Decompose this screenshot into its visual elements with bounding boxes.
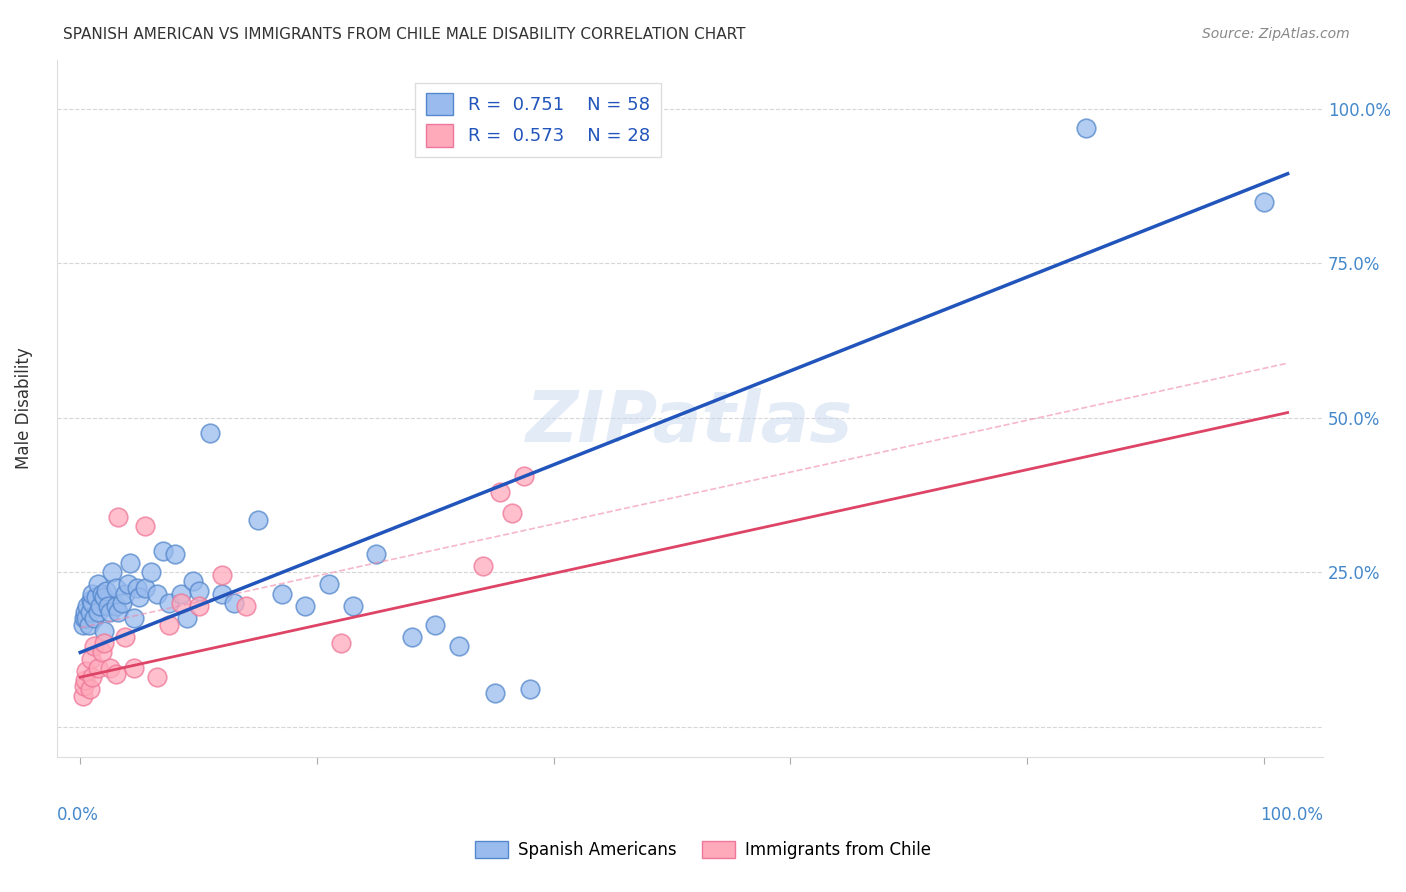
Point [294, 599, 316, 613]
Text: Source: ZipAtlas.com: Source: ZipAtlas.com [1202, 27, 1350, 41]
Point [122, 661, 145, 675]
Point [1076, 120, 1098, 135]
Point [104, 667, 127, 681]
Text: 0.0%: 0.0% [56, 806, 98, 824]
Point [519, 682, 541, 697]
Point [104, 599, 127, 613]
Point [87, 577, 110, 591]
Point [84, 590, 107, 604]
Point [73, 679, 96, 693]
Point [200, 426, 222, 441]
Point [87, 661, 110, 675]
Point [73, 605, 96, 619]
Point [75, 611, 97, 625]
Point [513, 469, 536, 483]
Point [72, 617, 94, 632]
Point [90, 587, 112, 601]
Point [82, 596, 104, 610]
Point [87, 605, 110, 619]
Point [82, 587, 104, 601]
Text: 100.0%: 100.0% [1260, 806, 1323, 824]
Point [80, 593, 103, 607]
Point [73, 611, 96, 625]
Point [1253, 194, 1275, 209]
Point [117, 577, 139, 591]
Point [187, 599, 209, 613]
Point [104, 581, 127, 595]
Point [107, 509, 129, 524]
Point [118, 556, 141, 570]
Point [246, 513, 269, 527]
Point [76, 599, 98, 613]
Point [152, 543, 174, 558]
Point [366, 547, 388, 561]
Y-axis label: Male Disability: Male Disability [15, 348, 32, 469]
Point [128, 590, 150, 604]
Point [79, 605, 101, 619]
Text: ZIPatlas: ZIPatlas [526, 388, 853, 457]
Point [489, 484, 512, 499]
Legend: R =  0.751    N = 58, R =  0.573    N = 28: R = 0.751 N = 58, R = 0.573 N = 28 [415, 83, 661, 157]
Point [170, 587, 193, 601]
Point [83, 639, 105, 653]
Legend: Spanish Americans, Immigrants from Chile: Spanish Americans, Immigrants from Chile [468, 834, 938, 866]
Point [101, 565, 124, 579]
Point [89, 599, 111, 613]
Point [211, 587, 233, 601]
Point [134, 581, 156, 595]
Point [93, 636, 115, 650]
Point [83, 611, 105, 625]
Point [187, 583, 209, 598]
Point [329, 636, 352, 650]
Point [107, 605, 129, 619]
Point [93, 624, 115, 638]
Point [170, 596, 193, 610]
Point [111, 596, 134, 610]
Point [93, 590, 115, 604]
Point [484, 685, 506, 699]
Point [73, 673, 96, 688]
Point [471, 558, 494, 573]
Point [141, 565, 163, 579]
Point [98, 605, 121, 619]
Point [401, 630, 423, 644]
Point [114, 630, 136, 644]
Point [163, 547, 186, 561]
Text: SPANISH AMERICAN VS IMMIGRANTS FROM CHILE MALE DISABILITY CORRELATION CHART: SPANISH AMERICAN VS IMMIGRANTS FROM CHIL… [63, 27, 745, 42]
Point [235, 599, 257, 613]
Point [98, 661, 121, 675]
Point [270, 587, 292, 601]
Point [80, 651, 103, 665]
Point [72, 689, 94, 703]
Point [77, 617, 100, 632]
Point [96, 599, 118, 613]
Point [96, 583, 118, 598]
Point [134, 518, 156, 533]
Point [157, 617, 180, 632]
Point [342, 599, 364, 613]
Point [449, 639, 471, 653]
Point [176, 611, 198, 625]
Point [75, 664, 97, 678]
Point [82, 670, 104, 684]
Point [127, 581, 149, 595]
Point [90, 645, 112, 659]
Point [146, 587, 169, 601]
Point [122, 611, 145, 625]
Point [114, 587, 136, 601]
Point [211, 568, 233, 582]
Point [224, 596, 246, 610]
Point [425, 617, 447, 632]
Point [157, 596, 180, 610]
Point [318, 577, 340, 591]
Point [181, 574, 204, 589]
Point [79, 682, 101, 697]
Point [501, 507, 523, 521]
Point [146, 670, 169, 684]
